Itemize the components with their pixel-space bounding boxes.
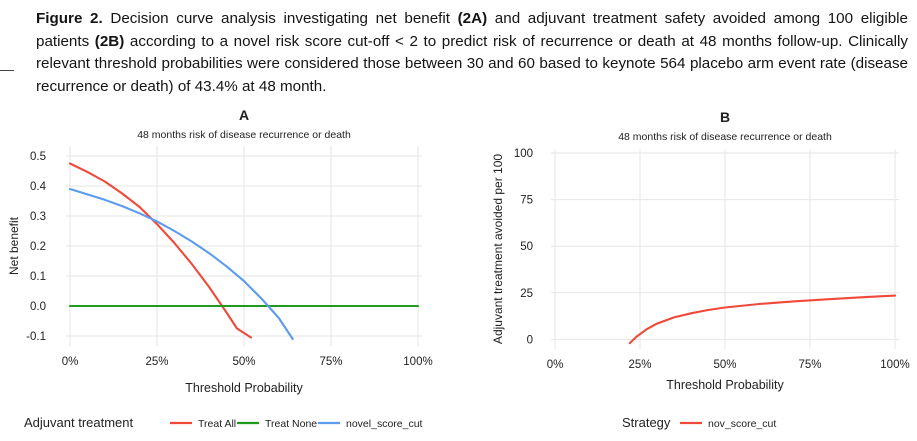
y-tick-label: 0.4: [30, 181, 47, 193]
y-tick-label: 0.0: [30, 301, 46, 313]
y-tick-label: 0.2: [30, 241, 46, 253]
x-tick-label: 50%: [713, 359, 736, 371]
legend-title: Strategy: [622, 415, 671, 430]
legend-label: Treat All: [198, 418, 236, 430]
margin-mark: [0, 70, 14, 71]
x-tick-label: 100%: [880, 359, 909, 371]
series-line-novel-score-cut: [68, 187, 294, 341]
series-line-treat-all: [68, 162, 253, 339]
chart-title: 48 months risk of disease recurrence or …: [137, 129, 351, 141]
x-axis-label: Threshold Probability: [666, 378, 784, 392]
legend-label: Treat None: [265, 418, 317, 430]
chart-title: 48 months risk of disease recurrence or …: [618, 131, 832, 143]
y-tick-label: 75: [520, 195, 533, 207]
x-tick-label: 25%: [145, 356, 168, 368]
y-axis-label: Adjuvant treatment avoided per 100: [491, 154, 505, 344]
x-tick-label: 50%: [232, 356, 255, 368]
caption-panel-ref: (2B): [94, 32, 125, 50]
y-tick-label: 0.3: [30, 211, 46, 223]
caption-text: Decision curve analysis investigating ne…: [36, 10, 908, 95]
x-tick-label: 25%: [628, 359, 651, 371]
y-tick-label: 0: [527, 334, 533, 346]
legend-label: novel_score_cut: [346, 418, 423, 430]
y-tick-label: -0.1: [26, 331, 46, 343]
y-tick-label: 25: [520, 288, 533, 300]
caption-segment: according to a novel risk score cut-off …: [36, 32, 908, 95]
caption-segment: and adjuvant treatment safety avoided am…: [36, 10, 908, 50]
x-tick-label: 0%: [547, 359, 564, 371]
panel-letter: A: [239, 107, 249, 123]
x-axis-label: Threshold Probability: [185, 381, 303, 395]
y-axis-label: Net benefit: [7, 216, 21, 275]
x-tick-label: 75%: [798, 359, 821, 371]
x-tick-label: 75%: [319, 356, 342, 368]
legend-label: nov_score_cut: [708, 418, 776, 430]
panel-letter: B: [720, 109, 730, 125]
caption-panel-ref: (2A): [457, 10, 488, 27]
legend-title: Adjuvant treatment: [24, 415, 134, 430]
y-tick-label: 100: [514, 148, 533, 160]
series-line-nov-score-cut: [628, 294, 897, 345]
x-tick-label: 100%: [403, 356, 432, 368]
caption-segment: Decision curve analysis investigating ne…: [102, 10, 458, 27]
y-tick-label: 0.1: [30, 271, 46, 283]
y-tick-label: 50: [520, 241, 533, 253]
figure-caption: Figure 2. Decision curve analysis invest…: [36, 8, 908, 98]
figure-label: Figure 2.: [36, 10, 103, 27]
y-tick-label: 0.5: [30, 151, 46, 163]
x-tick-label: 0%: [62, 356, 79, 368]
